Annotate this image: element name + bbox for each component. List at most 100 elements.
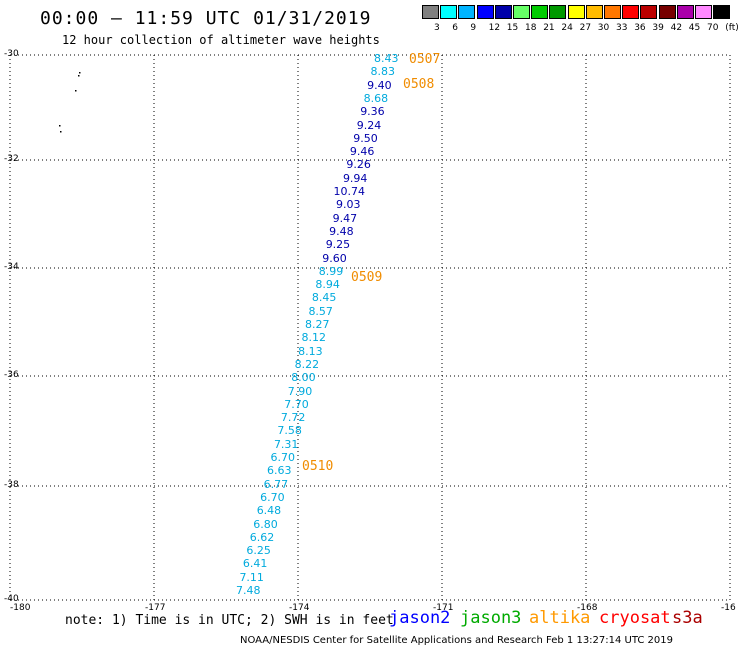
x-axis-label: -168	[577, 603, 598, 613]
scale-swatch	[476, 5, 494, 19]
scale-label: 24	[561, 23, 573, 33]
scale-label: 18	[525, 23, 537, 33]
scale-label: 6	[452, 23, 458, 33]
scale-swatch	[440, 5, 458, 19]
wave-height-value: 6.63	[267, 464, 292, 478]
wave-height-value: 6.80	[253, 517, 278, 531]
wave-height-value: 6.48	[256, 504, 282, 518]
wave-height-value: 8.12	[301, 331, 327, 345]
wave-height-value: 9.46	[349, 145, 375, 159]
x-axis-label: -180	[10, 603, 31, 613]
scale-label: 12	[488, 23, 501, 33]
wave-height-value: 9.60	[322, 251, 347, 265]
island-dot	[75, 90, 77, 92]
wave-height-value: 8.00	[291, 371, 316, 385]
y-axis-label: -38	[4, 480, 19, 490]
scale-label: 42	[670, 23, 683, 33]
scale-label: 15	[506, 23, 519, 33]
wave-height-value: 8.13	[298, 344, 323, 358]
scale-label: 39	[652, 23, 664, 33]
scale-swatch	[422, 5, 439, 19]
wave-height-value: 9.50	[353, 131, 378, 145]
wave-height-value: 6.77	[263, 477, 289, 491]
wave-height-value: 8.43	[374, 52, 399, 65]
island-dot	[60, 131, 62, 133]
x-axis-label: -16	[721, 603, 736, 613]
scale-label: 27	[579, 23, 592, 33]
wave-height-value: 8.27	[305, 318, 330, 331]
time-label: 0509	[351, 270, 383, 285]
wave-height-value: 7.48	[236, 584, 261, 597]
wave-height-value: 8.45	[311, 291, 337, 305]
wave-height-value: 10.74	[333, 185, 366, 198]
map-title: 00:00 – 11:59 UTC 01/31/2019	[40, 8, 372, 29]
scale-swatch	[458, 5, 476, 19]
island-dot	[59, 125, 61, 127]
scale-label: 30	[597, 23, 610, 33]
wave-height-value: 7.90	[287, 384, 313, 398]
scale-swatch	[676, 5, 694, 19]
y-axis-label: -40	[4, 594, 19, 604]
time-label: 0507	[409, 52, 441, 67]
wave-height-value: 8.22	[294, 357, 320, 371]
wave-height-value: 9.47	[332, 211, 358, 225]
wave-height-value: 6.41	[242, 557, 268, 571]
wave-height-value: 8.99	[318, 264, 344, 278]
wave-height-value: 8.68	[363, 91, 389, 105]
wave-height-value: 8.57	[308, 304, 333, 318]
wave-height-value: 7.11	[239, 570, 264, 584]
scale-label: 3	[434, 23, 440, 33]
wave-height-value: 9.40	[367, 78, 392, 92]
scale-swatch	[585, 5, 603, 19]
note-text: note: 1) Time is in UTC; 2) SWH is in fe…	[65, 613, 394, 628]
x-axis-label: -177	[145, 603, 166, 613]
scale-swatch	[695, 5, 712, 19]
wave-height-value: 7.31	[273, 437, 299, 451]
scale-swatch	[604, 5, 621, 19]
satellite-name: cryosat	[599, 608, 671, 628]
scale-swatch	[513, 5, 530, 19]
wave-height-value: 6.62	[249, 530, 275, 544]
satellite-name: jason3	[460, 608, 522, 628]
scale-swatch	[713, 5, 731, 19]
y-axis-label: -32	[4, 154, 19, 164]
wave-height-value: 9.36	[360, 105, 385, 119]
wave-height-value: 9.03	[336, 198, 361, 212]
wave-height-value: 8.94	[315, 278, 340, 292]
satellite-name: jason2	[389, 608, 451, 628]
time-label: 0510	[302, 459, 334, 474]
map-subtitle: 12 hour collection of altimeter wave hei…	[62, 33, 380, 47]
scale-label: 70	[707, 23, 719, 33]
y-axis-label: -36	[4, 370, 19, 380]
wave-height-value: 7.72	[280, 411, 306, 425]
scale-swatch	[658, 5, 676, 19]
scale-label: 21	[543, 23, 555, 33]
satellite-name: altika	[529, 608, 591, 628]
wave-height-value: 9.94	[342, 171, 368, 185]
wave-height-value: 6.25	[246, 544, 271, 558]
island-dot	[79, 72, 81, 74]
wave-height-value: 9.26	[346, 158, 371, 172]
scale-swatch	[622, 5, 640, 19]
time-label: 0508	[403, 77, 435, 92]
scale-swatch	[494, 5, 512, 19]
wave-height-value: 9.48	[329, 224, 354, 238]
y-axis-label: -30	[4, 49, 19, 59]
scale-label: 9	[470, 23, 477, 33]
scale-label: (ft)	[725, 23, 739, 33]
wave-height-value: 9.25	[325, 238, 351, 252]
x-axis-label: -174	[289, 603, 310, 613]
scale-swatch	[640, 5, 658, 19]
footer-credit: NOAA/NESDIS Center for Satellite Applica…	[240, 635, 673, 646]
wave-height-value: 6.70	[270, 451, 296, 464]
scale-swatch	[531, 5, 549, 19]
scale-swatch	[567, 5, 585, 19]
wave-height-value: 6.70	[260, 490, 285, 504]
wave-height-value: 7.70	[284, 397, 309, 411]
scale-swatch	[549, 5, 567, 19]
y-axis-label: -34	[4, 262, 19, 272]
scale-label: 36	[634, 23, 646, 33]
wave-height-value: 7.58	[277, 424, 302, 438]
x-axis-label: -171	[433, 603, 454, 613]
